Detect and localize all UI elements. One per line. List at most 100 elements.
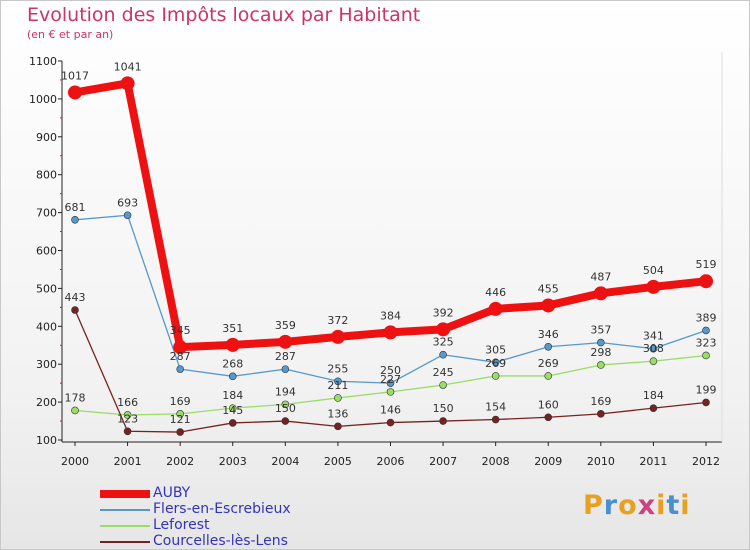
data-point: [488, 301, 503, 316]
data-label: 178: [65, 391, 86, 404]
data-point: [544, 372, 553, 380]
legend-item: AUBY: [100, 485, 360, 502]
data-label: 351: [222, 322, 243, 335]
data-point: [597, 410, 605, 418]
data-point: [278, 334, 293, 349]
data-point: [173, 340, 188, 355]
legend-label: Leforest: [153, 517, 210, 533]
data-point: [225, 337, 240, 352]
series-line-0: [71, 79, 710, 352]
x-tick-label: 2002: [166, 455, 194, 468]
data-point: [330, 329, 345, 344]
logo-letter: t: [666, 490, 681, 521]
data-label: 287: [170, 350, 191, 363]
data-label: 287: [275, 350, 296, 363]
data-label: 199: [696, 383, 717, 396]
legend-swatch: [100, 525, 150, 527]
data-point: [544, 413, 553, 422]
data-label: 123: [117, 412, 138, 425]
data-point: [386, 388, 395, 396]
logo-letter: x: [637, 490, 657, 521]
legend: AUBY Flers-en-Escrebieux Leforest Courcelle…: [100, 485, 360, 550]
data-label: 268: [222, 357, 243, 370]
data-point: [281, 417, 290, 425]
x-tick-label: 2004: [271, 455, 299, 468]
logo-letter: i: [680, 490, 691, 521]
data-label: 1017: [61, 69, 89, 82]
data-point: [702, 398, 710, 407]
data-label: 487: [590, 270, 611, 283]
legend-item: Flers-en-Escrebieux: [100, 501, 360, 518]
legend-label: Flers-en-Escrebieux: [153, 501, 291, 517]
data-label: 681: [65, 201, 86, 214]
data-point: [491, 415, 500, 424]
data-label: 166: [117, 396, 138, 409]
data-label: 227: [380, 373, 401, 386]
logo-letter: o: [618, 490, 638, 521]
legend-item: Leforest: [100, 517, 360, 534]
data-point: [541, 298, 556, 313]
legend-swatch: [100, 490, 150, 498]
x-tick-label: 2001: [114, 455, 142, 468]
data-point: [228, 372, 237, 381]
x-tick-label: 2012: [692, 455, 720, 468]
legend-label: AUBY: [153, 485, 191, 501]
data-label: 245: [433, 366, 454, 379]
y-tick-label: 200: [36, 396, 57, 409]
data-label: 169: [170, 395, 191, 408]
data-label: 389: [696, 311, 717, 324]
data-point: [71, 406, 79, 415]
proxiti-logo: Proxiti: [583, 490, 691, 521]
data-point: [334, 377, 342, 386]
data-label: 250: [380, 364, 401, 377]
data-label: 255: [327, 362, 348, 375]
logo-letter: i: [656, 490, 667, 521]
data-label: 194: [275, 385, 296, 398]
data-point: [176, 365, 184, 373]
x-tick-label: 2003: [219, 455, 247, 468]
data-label: 211: [327, 379, 348, 392]
data-label: 346: [538, 328, 559, 341]
chart-subtitle: (en € et par an): [27, 28, 114, 41]
data-label: 323: [696, 336, 717, 349]
data-point: [383, 325, 398, 340]
data-point: [491, 372, 500, 380]
data-point: [123, 411, 132, 419]
data-point: [491, 358, 500, 367]
data-point: [71, 216, 79, 224]
data-point: [386, 379, 395, 387]
data-point: [649, 357, 658, 365]
data-point: [439, 417, 447, 425]
data-label: 345: [170, 324, 191, 337]
data-label: 325: [433, 336, 454, 349]
data-label: 154: [485, 401, 506, 414]
y-tick-label: 600: [36, 245, 57, 258]
data-point: [176, 410, 184, 418]
x-tick-label: 2005: [324, 455, 352, 468]
y-tick-label: 800: [36, 169, 57, 182]
data-point: [386, 418, 395, 427]
legend-label: Courcelles-lès-Lens: [153, 533, 288, 549]
logo-letter: r: [603, 490, 619, 521]
data-label: 308: [643, 342, 664, 355]
y-tick-label: 300: [36, 358, 57, 371]
data-label: 160: [538, 398, 559, 411]
x-tick-label: 2007: [429, 455, 457, 468]
data-label: 446: [485, 286, 506, 299]
data-label: 145: [222, 404, 243, 417]
data-label: 146: [380, 404, 401, 417]
data-label: 298: [590, 346, 611, 359]
data-point: [228, 419, 237, 427]
data-label: 184: [643, 389, 664, 402]
data-point: [281, 365, 290, 373]
data-label: 693: [117, 196, 138, 209]
data-point: [649, 344, 658, 353]
data-point: [334, 394, 342, 402]
y-tick-label: 500: [36, 282, 57, 295]
x-tick-label: 2000: [61, 455, 89, 468]
y-tick-label: 900: [36, 131, 57, 144]
y-tick-label: 700: [36, 207, 57, 220]
data-point: [436, 322, 451, 337]
data-label: 136: [327, 407, 348, 420]
